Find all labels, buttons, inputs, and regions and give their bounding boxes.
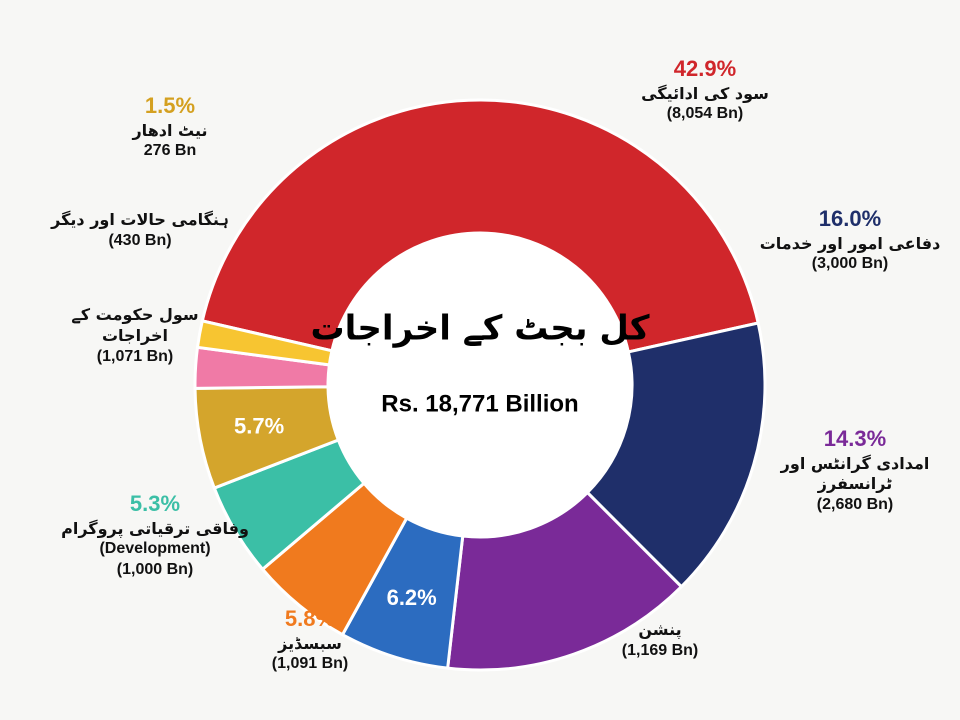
amount-label: (8,054 Bn) [666,105,744,123]
category-label: ہنگامی حالات اور دیگر [51,210,229,229]
donut-hole [328,233,632,537]
amount-label: (1,071 Bn) [96,347,174,365]
value-label: 5.8% [284,606,336,631]
segment-label: سول حکومت کے اخراجات (1,071 Bn) [40,305,230,367]
amount-label: (1,169 Bn) [621,641,699,659]
amount-label: (1,091 Bn) [271,655,349,673]
segment-label: 5.3% وفاقی ترقیاتی پروگرام (Development) (1… [40,490,270,581]
category-label: امدادی گرانٹس اور ٹرانسفرز [780,453,930,494]
value-label: 1.5% [144,93,196,118]
amount-label: (430 Bn) [108,231,172,249]
value-label: 5.7% [234,414,284,439]
amount-label: (1,000 Bn) [116,561,194,579]
chart-title: کل بجٹ کے اخراجات [311,309,650,349]
donut [193,98,767,672]
amount-label: (3,000 Bn) [811,255,889,273]
category-label: پنشن [638,620,682,639]
segment-label: پنشن (1,169 Bn) [580,620,740,662]
category-label: نیٹ ادھار [132,120,208,140]
category-label: وفاقی ترقیاتی پروگرام [61,518,249,538]
amount-label: 276 Bn [143,142,197,160]
segment-label: 42.9% سود کی ادائیگی (8,054 Bn) [590,55,820,125]
value-label: 16.0% [818,206,882,231]
value-label: 6.2% [387,585,437,610]
segment-label: 1.5% نیٹ ادھار 276 Bn [80,92,260,162]
segment-label: 14.3% امدادی گرانٹس اور ٹرانسفرز (2,680 Bn… [760,425,950,516]
category-label: دفاعی امور اور خدمات [759,233,941,253]
chart-subtitle: Rs. 18,771 Billion [381,390,578,417]
value-label: 42.9% [673,56,737,81]
value-label: 5.3% [129,491,181,516]
category-note: (Development) [99,540,211,558]
category-label: سبسڈیز [278,633,342,653]
segment-label: ہنگامی حالات اور دیگر (430 Bn) [40,210,240,252]
segment-label: 16.0% دفاعی امور اور خدمات (3,000 Bn) [750,205,950,275]
value-label: 14.3% [823,426,887,451]
segment-label: 5.8% سبسڈیز (1,091 Bn) [230,605,390,675]
category-label: سود کی ادائیگی [641,83,769,103]
category-label: سول حکومت کے اخراجات [71,305,199,345]
amount-label: (2,680 Bn) [816,496,894,514]
